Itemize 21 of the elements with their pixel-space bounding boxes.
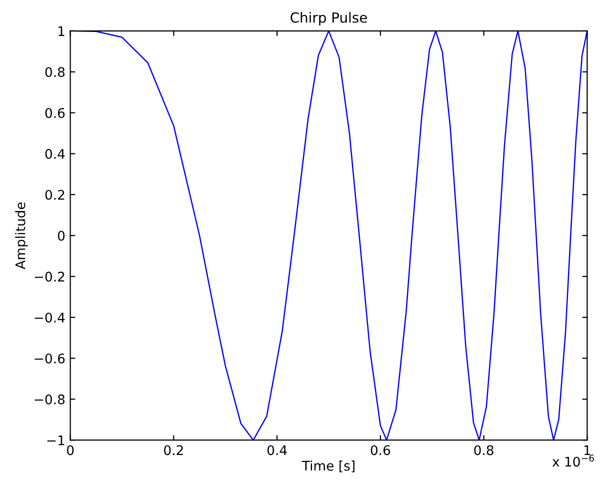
y-axis-title: Amplitude [15, 202, 28, 270]
x-tick-label: 0.6 [370, 445, 390, 456]
chart-title: Chirp Pulse [290, 12, 367, 26]
x-tick-label: 0.4 [267, 445, 287, 456]
y-tick-label: −0.2 [34, 272, 64, 282]
text: x 10$^{−6}$ [552, 454, 594, 467]
x-tick-label: 0 [66, 445, 74, 456]
x-tick-label: 0.2 [164, 445, 183, 456]
x-axis-title: Time [s] [302, 460, 354, 472]
x-tick-label: 1 [584, 445, 590, 456]
y-tick-label: −1 [47, 436, 64, 446]
y-tick-label: 0.4 [45, 148, 65, 159]
y-tick-label: −0.8 [34, 394, 65, 404]
x-tick-label: 0.8 [474, 445, 494, 456]
y-tick-label: 0.8 [45, 67, 65, 78]
y-tick-label: 0 [58, 230, 65, 241]
y-tick-label: −0.4 [34, 312, 65, 323]
y-tick-label: 0.6 [45, 108, 65, 118]
y-tick-label: 1 [58, 26, 64, 36]
y-tick-label: 0.2 [45, 190, 64, 200]
y-tick-label: −0.6 [34, 354, 65, 364]
